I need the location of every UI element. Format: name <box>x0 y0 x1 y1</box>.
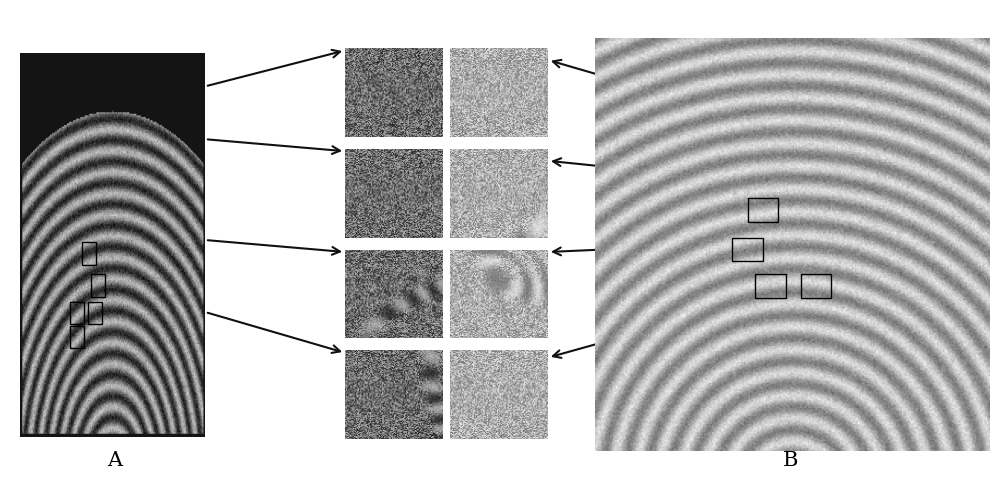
Bar <box>82 242 96 265</box>
Bar <box>748 198 778 222</box>
Bar <box>91 275 105 297</box>
Text: B: B <box>782 451 798 470</box>
Bar <box>70 325 84 348</box>
Text: bifurcation: bifurcation <box>680 131 764 201</box>
Text: termination: termination <box>695 57 780 135</box>
Bar <box>755 274 786 298</box>
Text: island: island <box>685 272 738 309</box>
Bar <box>70 301 84 324</box>
Bar <box>732 238 763 262</box>
Bar <box>801 274 831 298</box>
Text: crossover: crossover <box>595 215 676 232</box>
Bar <box>88 301 102 324</box>
Text: A: A <box>107 451 123 470</box>
